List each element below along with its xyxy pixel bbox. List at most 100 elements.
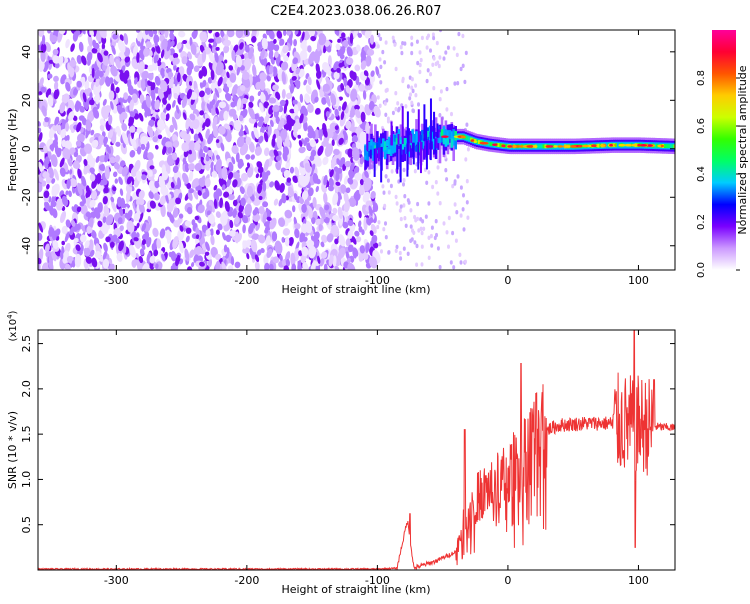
noise-blob [295,81,301,90]
noise-blob [316,79,321,90]
noise-blob [174,108,182,120]
noise-blob [259,72,267,82]
noise-blob [175,256,180,267]
noise-blob [43,190,50,199]
y-tick-label: 0.5 [20,516,33,534]
noise-blob [157,88,165,101]
noise-blob [345,57,354,65]
transition-dot [414,83,418,88]
signal-band [397,131,401,167]
noise-blob [52,240,59,250]
noise-blob [334,125,339,130]
noise-blob [84,143,93,154]
noise-blob [224,200,230,212]
noise-blob [259,102,264,113]
transition-dot [379,80,383,85]
signal-band [383,141,387,159]
noise-blob [241,214,249,224]
noise-blob [251,36,257,43]
signal-band [448,130,452,139]
noise-blob [204,87,211,94]
noise-blob [357,32,363,38]
noise-blob [95,173,102,184]
noise-blob [105,236,111,243]
noise-blob [295,67,301,75]
transition-dot [377,220,381,225]
signal-band [401,144,405,150]
transition-dot [459,213,463,218]
transition-dot [431,32,435,37]
noise-blob [219,197,224,209]
noise-blob [266,216,272,221]
signal-band [654,143,657,148]
noise-blob [69,59,77,67]
transition-dot [382,190,386,195]
noise-blob [362,191,370,203]
noise-blob [140,77,146,91]
noise-blob [148,119,155,128]
noise-blob [345,85,351,94]
noise-blob [188,149,192,155]
spectrogram-x-ticks: -300 -200 -100 0 100 [104,30,649,287]
transition-dot [427,170,431,175]
noise-blob [161,38,168,50]
noise-blob [160,186,169,196]
noise-blob [89,173,96,182]
noise-blob [148,180,156,192]
noise-blob [269,181,275,188]
noise-blob [337,206,343,220]
noise-blob [365,242,370,254]
signal-band [383,141,387,150]
noise-blob [108,90,115,101]
noise-blob [41,262,50,270]
noise-blob [307,187,314,197]
noise-blob [257,90,262,97]
noise-blob [178,43,184,53]
spectrogram-frame [37,29,676,271]
noise-blob [308,245,317,259]
noise-blob [258,135,264,144]
noise-blob [339,45,346,56]
noise-blob [298,146,306,154]
transition-dot [464,259,467,264]
noise-blob [321,97,327,105]
noise-blob [109,156,117,164]
noise-blob [101,43,106,50]
noise-blob [189,113,196,121]
transition-dot [395,201,399,206]
noise-blob [279,38,285,46]
noise-blob [149,200,156,209]
noise-blob [187,190,193,201]
signal-band [393,140,397,153]
noise-blob [94,251,102,259]
noise-blob [175,197,182,205]
transition-dot [438,113,442,118]
noise-blob [91,139,99,149]
transition-dot [457,31,461,37]
transition-dot [449,260,453,265]
noise-blob [133,212,141,222]
noise-blob [262,181,267,189]
signal-band [438,132,442,143]
signal-band [385,147,389,154]
noise-blob [173,220,181,228]
noise-blob [302,107,308,117]
noise-blob [347,177,354,185]
noise-blob [318,34,327,46]
x-tick-label: 100 [628,574,649,587]
signal-band [499,143,502,148]
noise-blob [253,127,260,140]
noise-blob [268,45,274,52]
colorbar-tick-label: 0.8 [696,70,707,86]
noise-blob [193,189,199,200]
noise-blob [272,84,279,91]
noise-blob [264,228,269,234]
noise-blob [239,42,244,50]
signal-band [505,144,508,148]
noise-blob [229,219,234,229]
noise-blob [304,137,310,143]
transition-dot [384,112,388,118]
transition-dot [378,103,382,109]
noise-blob [210,161,214,169]
